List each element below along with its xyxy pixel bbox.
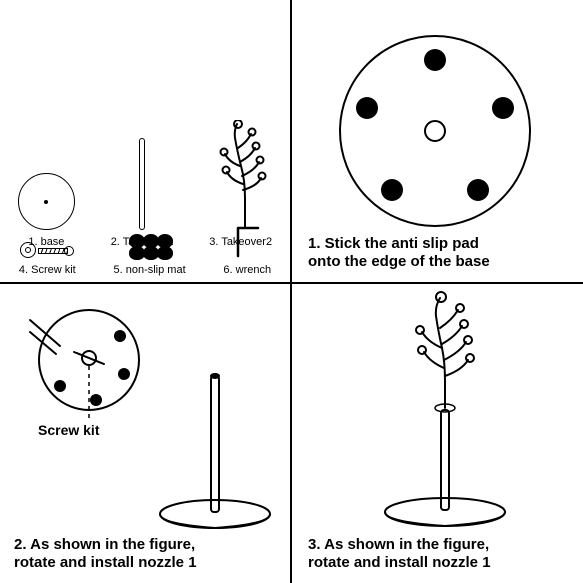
step1-caption: 1. Stick the anti slip pad onto the edge… <box>308 235 490 273</box>
part-label: 5. non-slip mat <box>113 264 185 276</box>
part-screwkit: 4. Screw kit <box>19 242 76 276</box>
base-center-dot <box>44 200 48 204</box>
divider-horizontal <box>0 282 583 284</box>
takeover2-icon <box>213 120 269 230</box>
screwkit-icon <box>20 242 74 258</box>
step3-assembly <box>360 290 530 535</box>
takeover1-icon <box>139 138 145 230</box>
step2-caption: 2. As shown in the figure, rotate and in… <box>14 536 197 574</box>
panel-step-2: Screw kit 2. As shown in the figure, rot… <box>0 282 290 583</box>
panel-step-1: 1. Stick the anti slip pad onto the edge… <box>290 0 583 282</box>
step2-topview <box>24 302 154 437</box>
screwkit-label: Screw kit <box>38 422 99 440</box>
part-mats: 5. non-slip mat <box>113 234 185 276</box>
panel-parts-list: 1. base 2. Takeover1 <box>0 0 290 282</box>
part-wrench: 6. wrench <box>223 220 271 276</box>
mats-icon <box>129 234 171 258</box>
part-label: 4. Screw kit <box>19 264 76 276</box>
washer-icon <box>20 242 36 258</box>
step1-diagram <box>330 26 540 241</box>
panel-step-3: 3. As shown in the figure, rotate and in… <box>290 282 583 583</box>
divider-vertical <box>290 0 292 583</box>
step3-caption: 3. As shown in the figure, rotate and in… <box>308 536 491 574</box>
parts-row-2: 4. Screw kit 5. non-slip mat 6. wre <box>0 220 290 276</box>
wrench-icon <box>232 220 262 258</box>
part-label: 6. wrench <box>223 264 271 276</box>
screw-icon <box>38 246 74 254</box>
step2-assembly <box>150 342 280 537</box>
